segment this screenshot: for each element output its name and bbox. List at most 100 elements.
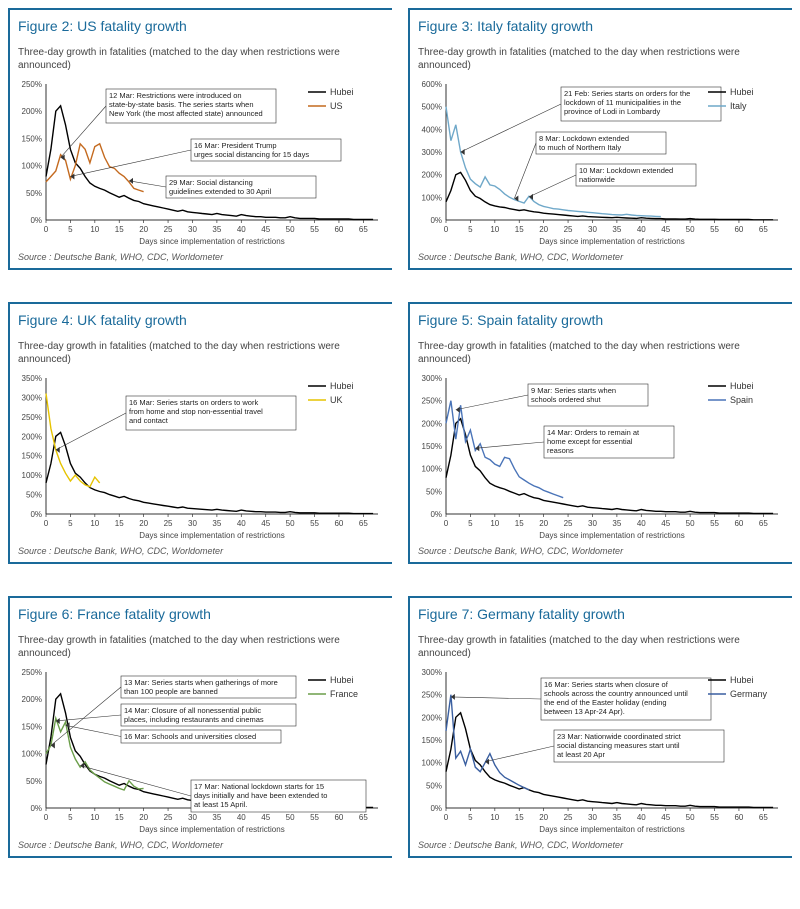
annotation-text: the end of the Easter holiday (ending (544, 698, 667, 707)
source-line: Source : Deutsche Bank, WHO, CDC, Worldo… (410, 248, 792, 264)
chart-area: 0%50%100%150%200%250%0510152025303540455… (10, 78, 392, 248)
legend-label: US (330, 101, 343, 111)
x-tick-label: 40 (637, 519, 646, 528)
x-tick-label: 40 (637, 225, 646, 234)
x-tick-label: 45 (661, 519, 670, 528)
x-tick-label: 0 (444, 813, 449, 822)
annotation-text: urges social distancing for 15 days (194, 150, 309, 159)
x-tick-label: 25 (164, 519, 173, 528)
y-tick-label: 300% (22, 393, 42, 402)
x-tick-label: 65 (359, 225, 368, 234)
x-tick-label: 60 (334, 225, 343, 234)
y-tick-label: 200% (22, 695, 42, 704)
x-tick-label: 60 (334, 519, 343, 528)
panel-subtitle: Three-day growth in fatalities (matched … (410, 340, 792, 372)
y-tick-label: 0% (430, 510, 442, 519)
chart-grid: Figure 2: US fatality growth Three-day g… (8, 8, 792, 858)
panel-france: Figure 6: France fatality growth Three-d… (8, 596, 392, 858)
annotation-text: New York (the most affected state) annou… (109, 109, 263, 118)
x-tick-label: 45 (661, 813, 670, 822)
y-tick-label: 400% (422, 125, 442, 134)
chart-area: 0%50%100%150%200%250%300%051015202530354… (410, 372, 792, 542)
x-tick-label: 40 (237, 225, 246, 234)
source-line: Source : Deutsche Bank, WHO, CDC, Worldo… (410, 542, 792, 558)
y-tick-label: 150% (22, 722, 42, 731)
y-tick-label: 0% (430, 804, 442, 813)
chart-svg: 0%50%100%150%200%250%0510152025303540455… (14, 666, 384, 836)
annotation-text: nationwide (579, 175, 615, 184)
x-tick-label: 30 (588, 225, 597, 234)
y-tick-label: 50% (26, 491, 42, 500)
annotation-text: 23 Mar: Nationwide coordinated strict (557, 732, 682, 741)
legend-label: Hubei (730, 381, 754, 391)
x-tick-label: 5 (68, 813, 73, 822)
panel-title: Figure 5: Spain fatality growth (410, 304, 792, 340)
x-tick-label: 10 (90, 813, 99, 822)
x-tick-label: 60 (334, 813, 343, 822)
chart-area: 0%50%100%150%200%250%300%051015202530354… (410, 666, 792, 836)
x-tick-label: 45 (261, 225, 270, 234)
x-tick-label: 40 (237, 813, 246, 822)
annotation-text: days initially and have been extended to (194, 791, 327, 800)
legend-label: UK (330, 395, 343, 405)
legend-label: Hubei (730, 87, 754, 97)
annotation-text: to much of Northern Italy (539, 143, 621, 152)
x-tick-label: 25 (564, 225, 573, 234)
y-tick-label: 100% (22, 750, 42, 759)
legend-label: Spain (730, 395, 753, 405)
y-tick-label: 200% (22, 432, 42, 441)
y-tick-label: 50% (426, 781, 442, 790)
x-tick-label: 50 (686, 225, 695, 234)
x-tick-label: 10 (90, 225, 99, 234)
y-tick-label: 150% (422, 736, 442, 745)
x-tick-label: 30 (588, 813, 597, 822)
x-tick-label: 15 (515, 813, 524, 822)
x-tick-label: 50 (286, 813, 295, 822)
x-tick-label: 15 (115, 519, 124, 528)
y-tick-label: 300% (422, 668, 442, 677)
chart-area: 0%50%100%150%200%250%0510152025303540455… (10, 666, 392, 836)
y-tick-label: 500% (422, 103, 442, 112)
x-tick-label: 20 (539, 813, 548, 822)
panel-title: Figure 6: France fatality growth (10, 598, 392, 634)
annotation-text: 17 Mar: National lockdown starts for 15 (194, 782, 324, 791)
chart-svg: 0%50%100%150%200%250%300%051015202530354… (414, 666, 784, 836)
x-tick-label: 5 (468, 225, 473, 234)
chart-svg: 0%50%100%150%200%250%300%350%05101520253… (14, 372, 384, 542)
x-tick-label: 35 (212, 813, 221, 822)
x-axis-title: Days since implementation of restriction… (139, 237, 284, 246)
x-tick-label: 20 (539, 225, 548, 234)
x-tick-label: 0 (444, 519, 449, 528)
chart-svg: 0%50%100%150%200%250%300%051015202530354… (414, 372, 784, 542)
panel-title: Figure 7: Germany fatality growth (410, 598, 792, 634)
x-tick-label: 10 (490, 813, 499, 822)
chart-svg: 0%50%100%150%200%250%0510152025303540455… (14, 78, 384, 248)
source-line: Source : Deutsche Bank, WHO, CDC, Worldo… (10, 248, 392, 264)
x-tick-label: 65 (759, 519, 768, 528)
x-tick-label: 50 (686, 813, 695, 822)
annotation-text: places, including restaurants and cinema… (124, 715, 264, 724)
annotation-text: between 13 Apr-24 Apr). (544, 707, 625, 716)
x-tick-label: 20 (139, 519, 148, 528)
x-tick-label: 20 (139, 813, 148, 822)
x-tick-label: 45 (261, 813, 270, 822)
x-axis-title: Days since implementation of restriction… (139, 825, 284, 834)
panel-us: Figure 2: US fatality growth Three-day g… (8, 8, 392, 270)
y-tick-label: 200% (422, 419, 442, 428)
annotation-text: province of Lodi in Lombardy (564, 107, 661, 116)
chart-area: 0%100%200%300%400%500%600%05101520253035… (410, 78, 792, 248)
y-tick-label: 250% (22, 80, 42, 89)
annotation-text: 29 Mar: Social distancing (169, 178, 253, 187)
y-tick-label: 200% (422, 171, 442, 180)
annotation-text: state-by-state basis. The series starts … (109, 100, 254, 109)
annotation-text: 8 Mar: Lockdown extended (539, 134, 629, 143)
annotation-text: and contact (129, 416, 169, 425)
y-tick-label: 250% (422, 397, 442, 406)
panel-spain: Figure 5: Spain fatality growth Three-da… (408, 302, 792, 564)
annotation-text: 21 Feb: Series starts on orders for the (564, 89, 690, 98)
y-tick-label: 250% (422, 691, 442, 700)
annotation-text: schools across the country announced unt… (544, 689, 688, 698)
x-tick-label: 60 (734, 813, 743, 822)
x-tick-label: 55 (310, 519, 319, 528)
x-tick-label: 35 (612, 225, 621, 234)
